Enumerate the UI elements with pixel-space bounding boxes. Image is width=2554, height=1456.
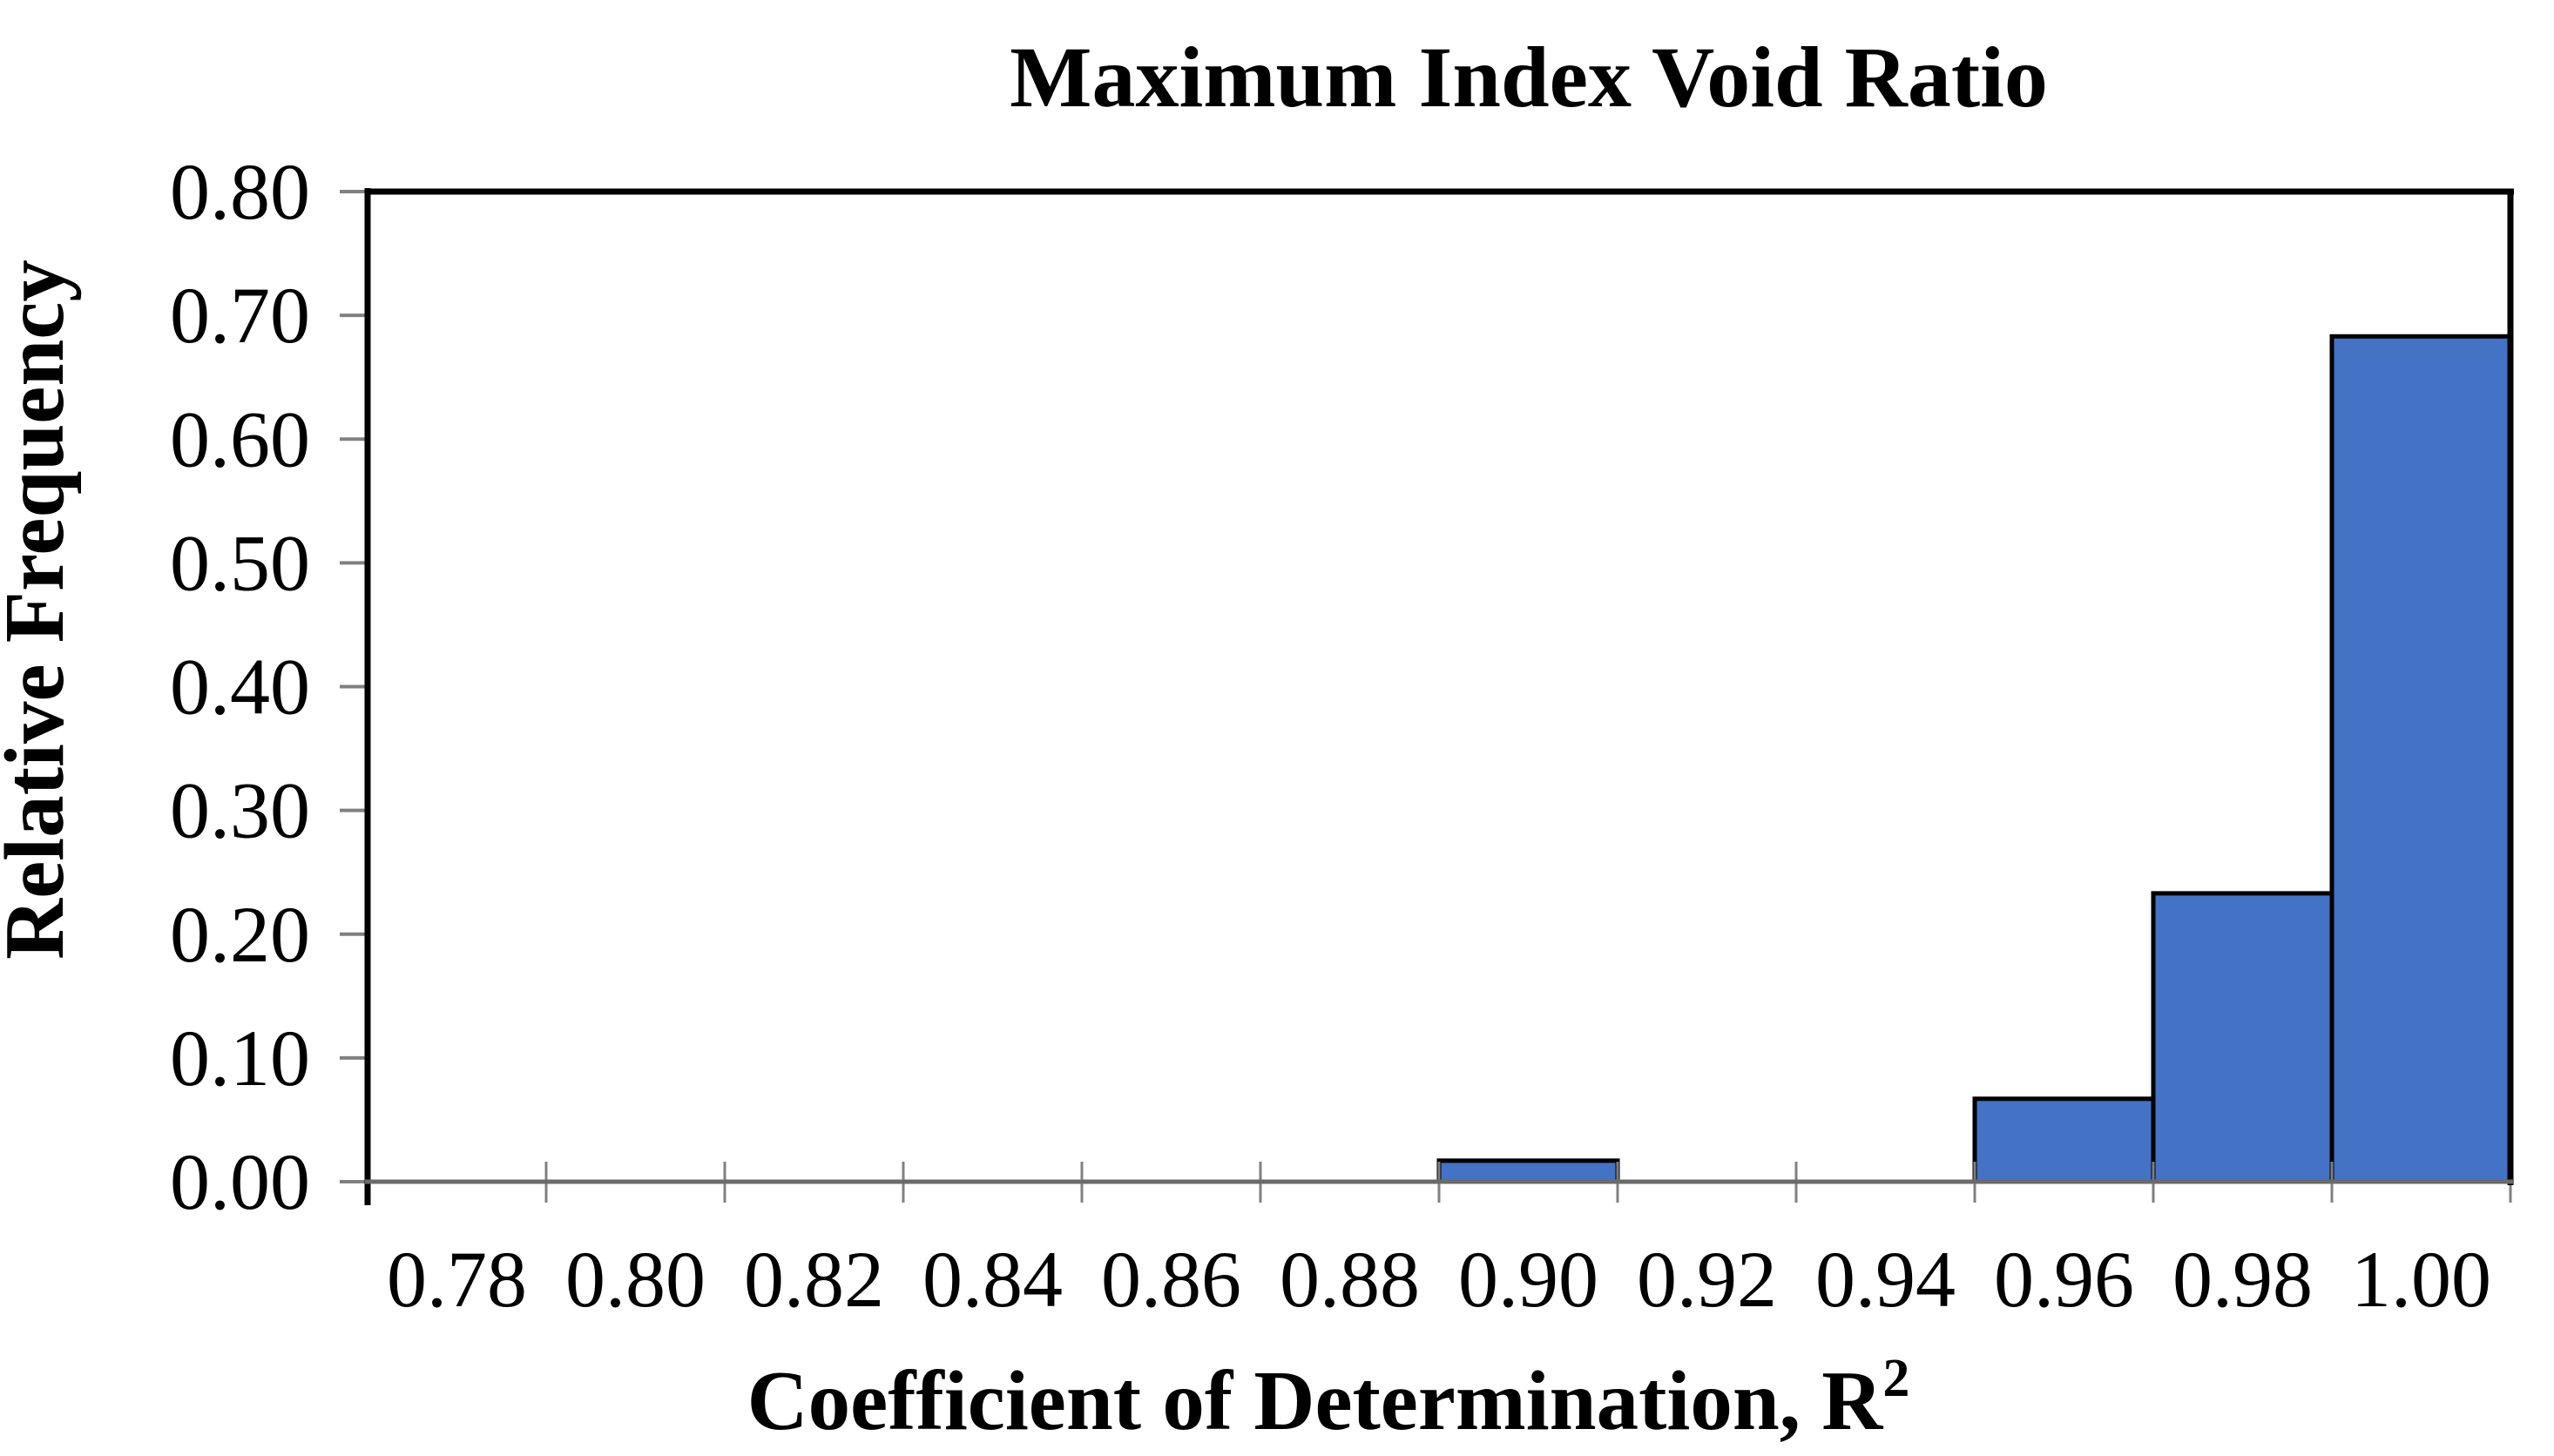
x-tick-label-0.82: 0.82 <box>744 1235 884 1324</box>
x-tick-label-0.78: 0.78 <box>387 1235 527 1324</box>
chart-title: Maximum Index Void Ratio <box>1010 29 2048 125</box>
x-tick-label-0.90: 0.90 <box>1458 1235 1598 1324</box>
y-tick-label-0.70: 0.70 <box>170 271 310 360</box>
x-axis-title-superscript: 2 <box>1882 1349 1909 1408</box>
x-tick-label-0.94: 0.94 <box>1815 1235 1956 1324</box>
x-tick-label-0.86: 0.86 <box>1101 1235 1241 1324</box>
y-tick-label-0.20: 0.20 <box>170 890 310 979</box>
y-tick-label-0.10: 0.10 <box>170 1014 310 1102</box>
y-tick-label-0.30: 0.30 <box>170 766 310 855</box>
bar-0.98 <box>2151 891 2334 1184</box>
x-axis-title-text: Coefficient of Determination, R <box>747 1354 1884 1447</box>
y-tick-label-0.00: 0.00 <box>170 1137 310 1226</box>
bars-group <box>1436 334 2513 1184</box>
y-tick-label-0.50: 0.50 <box>170 518 310 607</box>
y-axis-title: Relative Frequency <box>0 260 81 960</box>
x-tick-label-0.96: 0.96 <box>1994 1235 2134 1324</box>
bar-1.00 <box>2329 334 2513 1184</box>
x-tick-label-0.80: 0.80 <box>565 1235 706 1324</box>
y-tick-label-0.40: 0.40 <box>170 643 310 731</box>
x-axis-title: Coefficient of Determination, R2 <box>747 1349 1910 1447</box>
x-tick-label-1.00: 1.00 <box>2351 1235 2491 1324</box>
x-tick-label-0.98: 0.98 <box>2172 1235 2313 1324</box>
bar-0.96 <box>1972 1096 2156 1184</box>
x-tick-label-0.88: 0.88 <box>1280 1235 1420 1324</box>
plot-frame <box>364 188 2514 1205</box>
y-tick-label-0.60: 0.60 <box>170 394 310 483</box>
y-tick-label-0.80: 0.80 <box>170 147 310 236</box>
x-tick-label-0.92: 0.92 <box>1637 1235 1777 1324</box>
bar-0.90 <box>1436 1158 1620 1184</box>
x-tick-label-0.84: 0.84 <box>922 1235 1063 1324</box>
tick-labels-group: 0.78 0.80 0.82 0.84 0.86 0.88 0.90 0.92 0.94 0.96… <box>170 147 2491 1324</box>
